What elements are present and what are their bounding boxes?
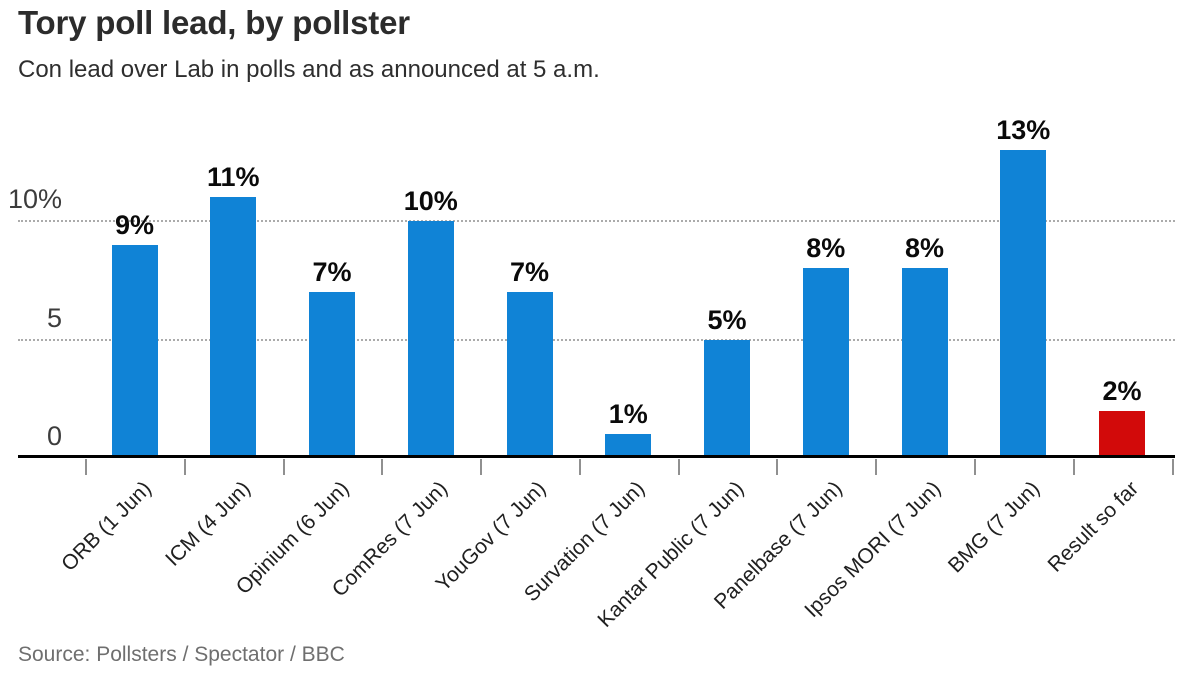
bar-value-label: 7% (509, 257, 550, 288)
bar-value-label: 7% (312, 257, 352, 288)
gridline-5-percent (18, 338, 1175, 341)
bar-result-so-far (1099, 410, 1145, 457)
bar-value-label: 8% (806, 233, 846, 264)
x-axis-tick (875, 459, 878, 475)
bar-panelbase-7-jun (802, 268, 849, 457)
bar-value-label: 2% (1102, 375, 1142, 406)
bar-value-label: 1% (608, 399, 648, 430)
x-category-label: Result so far (1043, 477, 1144, 577)
x-axis-tick (1072, 459, 1075, 475)
x-axis-line (18, 455, 1175, 458)
x-axis-tick (776, 459, 779, 475)
bar-value-label: 11% (206, 162, 260, 193)
x-axis-tick (1172, 459, 1174, 475)
bar-opinium-6-jun (309, 292, 355, 457)
bar-value-label: 10% (403, 186, 458, 216)
bar-yougov-7-jun (506, 292, 553, 457)
y-tick-label-0: 0 (46, 421, 62, 451)
bar-comres-7-jun (407, 221, 454, 457)
x-axis-tick (183, 459, 186, 475)
gridline-10-percent (18, 220, 1175, 222)
bar-value-label: 13% (996, 114, 1051, 145)
source-note: Source: Pollsters / Spectator / BBC (18, 643, 345, 666)
x-axis-tick (677, 459, 680, 475)
x-category-label: ORB (1 Jun) (56, 477, 156, 576)
bar-value-label: 5% (707, 304, 747, 335)
x-axis-tick (973, 459, 976, 475)
bar-kantar-public-7-jun (704, 339, 750, 457)
y-tick-label-5: 5 (46, 302, 62, 333)
x-category-label: ICM (4 Jun) (160, 477, 255, 571)
bar-value-label: 8% (904, 233, 945, 264)
bar-icm-4-jun (210, 197, 257, 457)
chart-title: Tory poll lead, by pollster (18, 4, 410, 41)
chart-subtitle: Con lead over Lab in polls and as announ… (18, 56, 600, 83)
x-axis-tick (282, 459, 285, 475)
bar-ipsos-mori-7-jun (901, 268, 948, 457)
bar-orb-1-jun (111, 244, 158, 457)
x-axis-tick (480, 459, 483, 475)
x-axis-tick (85, 459, 88, 475)
x-category-label: BMG (7 Jun) (944, 477, 1045, 578)
x-axis-tick (381, 459, 384, 475)
bar-value-label: 9% (114, 209, 155, 240)
bar-bmg-7-jun (1000, 149, 1047, 457)
bar-survation-7-jun (605, 434, 652, 457)
y-tick-label-10: 10% (7, 184, 62, 214)
x-axis-tick (578, 459, 581, 475)
